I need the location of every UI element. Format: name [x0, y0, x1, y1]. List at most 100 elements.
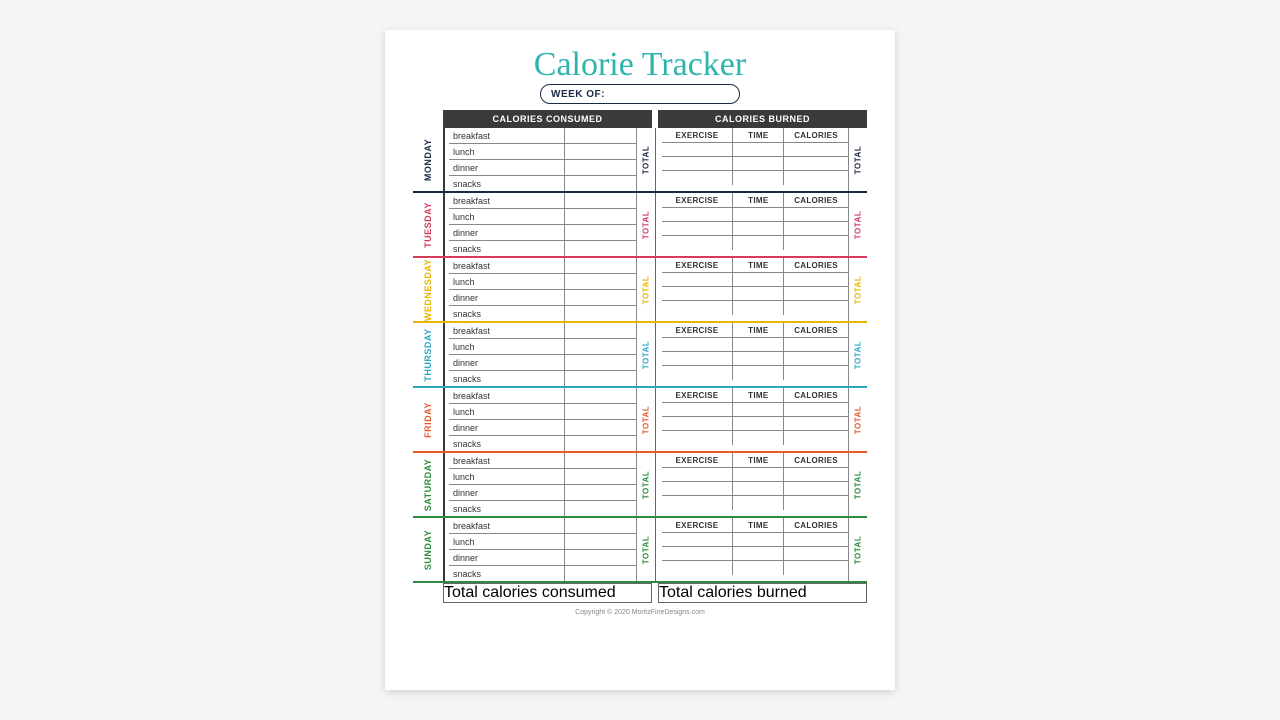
time-cell[interactable] [732, 482, 783, 496]
meal-calorie-cell[interactable] [564, 339, 636, 355]
calories-cell[interactable] [783, 431, 848, 445]
time-cell[interactable] [732, 301, 783, 315]
exercise-cell[interactable] [662, 301, 733, 315]
burned-total-col[interactable]: TOTAL [848, 453, 867, 516]
meal-calorie-cell[interactable] [564, 176, 636, 191]
burned-total-col[interactable]: TOTAL [848, 128, 867, 191]
time-cell[interactable] [732, 157, 783, 171]
consumed-total-col[interactable]: TOTAL [636, 518, 655, 581]
time-cell[interactable] [732, 417, 783, 431]
time-cell[interactable] [732, 352, 783, 366]
meal-calorie-cell[interactable] [564, 469, 636, 485]
calories-cell[interactable] [783, 468, 848, 482]
meal-calorie-cell[interactable] [564, 241, 636, 256]
calories-cell[interactable] [783, 561, 848, 575]
meal-calorie-cell[interactable] [564, 550, 636, 566]
exercise-cell[interactable] [662, 366, 733, 380]
time-cell[interactable] [732, 561, 783, 575]
meal-calorie-cell[interactable] [564, 128, 636, 144]
meal-calorie-cell[interactable] [564, 306, 636, 321]
exercise-cell[interactable] [662, 287, 733, 301]
time-cell[interactable] [732, 273, 783, 287]
calories-cell[interactable] [783, 533, 848, 547]
meal-calorie-cell[interactable] [564, 323, 636, 339]
exercise-cell[interactable] [662, 431, 733, 445]
exercise-cell[interactable] [662, 417, 733, 431]
time-cell[interactable] [732, 431, 783, 445]
meal-calorie-cell[interactable] [564, 518, 636, 534]
exercise-cell[interactable] [662, 561, 733, 575]
meal-calorie-cell[interactable] [564, 420, 636, 436]
time-cell[interactable] [732, 222, 783, 236]
burned-total-col[interactable]: TOTAL [848, 388, 867, 451]
time-cell[interactable] [732, 338, 783, 352]
meal-calorie-cell[interactable] [564, 566, 636, 581]
meal-calorie-cell[interactable] [564, 436, 636, 451]
consumed-total-col[interactable]: TOTAL [636, 388, 655, 451]
calories-cell[interactable] [783, 236, 848, 250]
time-cell[interactable] [732, 208, 783, 222]
consumed-total-col[interactable]: TOTAL [636, 128, 655, 191]
time-cell[interactable] [732, 547, 783, 561]
burned-total-col[interactable]: TOTAL [848, 258, 867, 321]
consumed-total-col[interactable]: TOTAL [636, 258, 655, 321]
meal-calorie-cell[interactable] [564, 274, 636, 290]
meal-calorie-cell[interactable] [564, 225, 636, 241]
exercise-cell[interactable] [662, 547, 733, 561]
calories-cell[interactable] [783, 208, 848, 222]
meal-calorie-cell[interactable] [564, 160, 636, 176]
burned-total-col[interactable]: TOTAL [848, 323, 867, 386]
meal-calorie-cell[interactable] [564, 388, 636, 404]
calories-cell[interactable] [783, 482, 848, 496]
calories-cell[interactable] [783, 403, 848, 417]
meal-calorie-cell[interactable] [564, 144, 636, 160]
meal-calorie-cell[interactable] [564, 534, 636, 550]
calories-cell[interactable] [783, 366, 848, 380]
exercise-cell[interactable] [662, 222, 733, 236]
meal-calorie-cell[interactable] [564, 501, 636, 516]
time-cell[interactable] [732, 496, 783, 510]
calories-cell[interactable] [783, 222, 848, 236]
meal-calorie-cell[interactable] [564, 209, 636, 225]
exercise-cell[interactable] [662, 403, 733, 417]
calories-cell[interactable] [783, 287, 848, 301]
week-of-field[interactable]: WEEK OF: [540, 84, 740, 104]
exercise-cell[interactable] [662, 143, 733, 157]
meal-calorie-cell[interactable] [564, 355, 636, 371]
exercise-cell[interactable] [662, 482, 733, 496]
time-cell[interactable] [732, 468, 783, 482]
calories-cell[interactable] [783, 301, 848, 315]
calories-cell[interactable] [783, 417, 848, 431]
meal-calorie-cell[interactable] [564, 371, 636, 386]
exercise-cell[interactable] [662, 171, 733, 185]
time-cell[interactable] [732, 171, 783, 185]
consumed-total-col[interactable]: TOTAL [636, 323, 655, 386]
meal-calorie-cell[interactable] [564, 404, 636, 420]
meal-calorie-cell[interactable] [564, 193, 636, 209]
time-cell[interactable] [732, 236, 783, 250]
consumed-total-col[interactable]: TOTAL [636, 453, 655, 516]
meal-calorie-cell[interactable] [564, 453, 636, 469]
time-cell[interactable] [732, 143, 783, 157]
exercise-cell[interactable] [662, 273, 733, 287]
meal-calorie-cell[interactable] [564, 485, 636, 501]
time-cell[interactable] [732, 403, 783, 417]
exercise-cell[interactable] [662, 352, 733, 366]
exercise-cell[interactable] [662, 468, 733, 482]
burned-total-col[interactable]: TOTAL [848, 518, 867, 581]
exercise-cell[interactable] [662, 338, 733, 352]
meal-calorie-cell[interactable] [564, 258, 636, 274]
calories-cell[interactable] [783, 157, 848, 171]
time-cell[interactable] [732, 533, 783, 547]
calories-cell[interactable] [783, 547, 848, 561]
calories-cell[interactable] [783, 496, 848, 510]
consumed-total-col[interactable]: TOTAL [636, 193, 655, 256]
time-cell[interactable] [732, 366, 783, 380]
exercise-cell[interactable] [662, 533, 733, 547]
calories-cell[interactable] [783, 352, 848, 366]
calories-cell[interactable] [783, 171, 848, 185]
calories-cell[interactable] [783, 338, 848, 352]
burned-total-col[interactable]: TOTAL [848, 193, 867, 256]
calories-cell[interactable] [783, 273, 848, 287]
exercise-cell[interactable] [662, 496, 733, 510]
